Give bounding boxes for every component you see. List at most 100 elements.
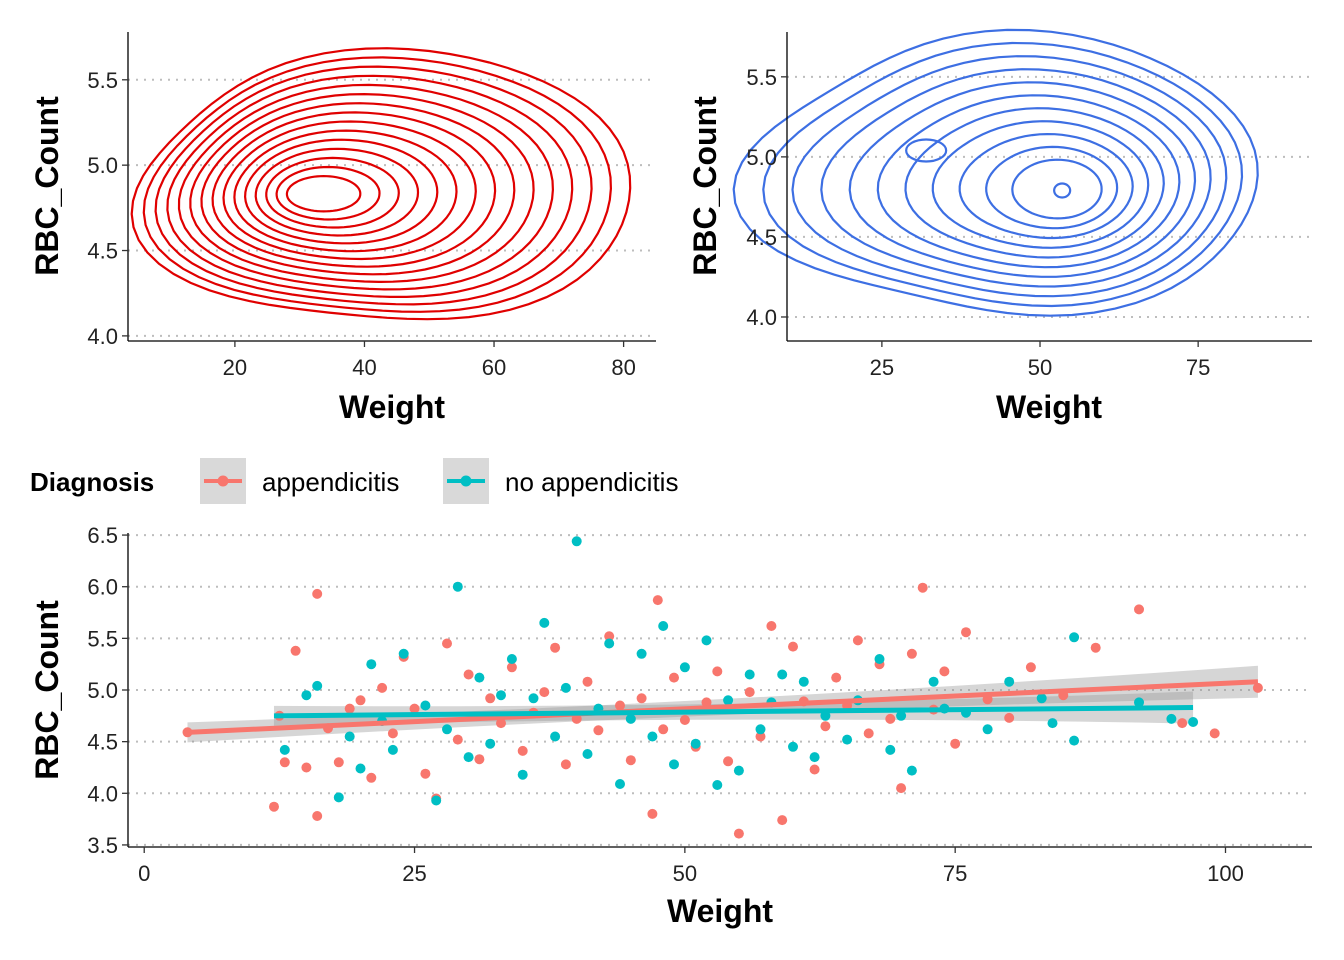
data-point — [820, 721, 831, 732]
data-point — [852, 635, 863, 646]
x-tick-label: 50 — [673, 861, 697, 886]
contour-line — [904, 107, 1165, 259]
data-point — [744, 669, 755, 680]
density-contours — [732, 28, 1259, 317]
data-point — [928, 676, 939, 687]
data-point — [917, 582, 928, 593]
data-point — [269, 801, 279, 812]
x-axis-title: Weight — [667, 893, 773, 929]
contour-line — [732, 28, 1259, 317]
data-point — [625, 713, 636, 724]
x-tick-label: 80 — [611, 355, 635, 380]
data-point — [766, 621, 777, 631]
y-tick-label: 4.5 — [87, 239, 118, 264]
legend-key-point — [217, 475, 229, 487]
contour-line — [762, 41, 1244, 308]
data-point — [582, 676, 593, 687]
data-point — [636, 693, 647, 704]
x-tick-label: 75 — [943, 861, 967, 886]
data-point — [1188, 717, 1199, 727]
x-tick-label: 20 — [223, 355, 247, 380]
data-point — [723, 756, 734, 767]
data-point — [1134, 697, 1144, 708]
contour-line — [211, 111, 497, 268]
y-axis-title: RBC_Count — [687, 96, 723, 276]
grid-lines — [128, 534, 1312, 846]
contour-line — [1053, 182, 1072, 199]
data-point — [950, 738, 961, 749]
data-point — [420, 768, 431, 779]
data-point — [409, 703, 420, 714]
data-point — [301, 762, 312, 773]
data-point — [1047, 718, 1058, 729]
data-point — [896, 710, 907, 721]
data-point — [1252, 682, 1263, 693]
data-point — [279, 744, 290, 755]
legend-label: no appendicitis — [505, 467, 678, 497]
legend-label: appendicitis — [262, 467, 399, 497]
y-tick-label: 5.5 — [87, 626, 118, 651]
data-point — [777, 669, 788, 680]
data-point — [528, 693, 539, 704]
data-point — [625, 755, 636, 766]
data-point — [550, 731, 561, 742]
data-point — [452, 581, 463, 592]
data-point — [496, 690, 506, 701]
legend: Diagnosis appendicitis no appendicitis — [30, 458, 678, 504]
contour-line — [243, 138, 439, 245]
data-point — [506, 662, 517, 673]
contour-line — [905, 138, 948, 163]
data-point — [1036, 693, 1047, 704]
x-tick-label: 25 — [402, 861, 426, 886]
contour-line — [222, 120, 477, 261]
data-point — [842, 734, 853, 745]
contour-line — [254, 147, 420, 237]
data-point — [777, 815, 788, 826]
data-point — [1134, 604, 1144, 615]
y-tick-label: 3.5 — [87, 833, 118, 858]
y-tick-label: 4.0 — [746, 305, 777, 330]
data-point — [312, 680, 323, 691]
data-point — [733, 828, 744, 839]
y-tick-label: 6.5 — [87, 523, 118, 548]
data-point — [312, 588, 323, 599]
data-point — [1090, 642, 1101, 653]
data-point — [755, 731, 766, 742]
data-point — [344, 731, 355, 742]
data-point — [636, 648, 647, 659]
data-point — [647, 808, 658, 819]
y-axis-title: RBC_Count — [29, 96, 65, 276]
contour-line — [791, 55, 1228, 298]
data-point — [539, 617, 550, 628]
legend-key-point — [460, 475, 472, 487]
data-point — [615, 779, 625, 789]
x-tick-label: 75 — [1186, 355, 1210, 380]
data-point — [1025, 662, 1036, 673]
data-point — [809, 764, 820, 775]
data-point — [604, 638, 615, 649]
data-point — [652, 595, 663, 606]
data-point — [733, 765, 744, 776]
x-tick-label: 0 — [138, 861, 150, 886]
data-point — [669, 672, 679, 683]
data-point — [679, 662, 690, 673]
contour-plot-left: 4.0 4.5 5.0 5.5 20 40 60 80 Weight RBC_Count — [29, 32, 656, 425]
data-point — [333, 792, 344, 803]
contour-line — [233, 129, 458, 253]
data-point — [1069, 735, 1080, 746]
data-point — [885, 713, 896, 724]
axis-ticks: 3.5 4.0 4.5 5.0 5.5 6.0 6.5 0 25 50 75 100 — [87, 523, 1243, 886]
data-point — [355, 695, 366, 706]
data-point — [1004, 712, 1015, 723]
data-point — [885, 744, 896, 755]
legend-item-no-appendicitis: no appendicitis — [443, 458, 678, 504]
data-point — [560, 759, 571, 770]
data-point — [593, 725, 604, 736]
data-point — [744, 687, 755, 698]
contour-line — [189, 92, 535, 284]
data-point — [723, 695, 734, 706]
data-point — [452, 734, 463, 745]
y-tick-label: 4.0 — [87, 324, 118, 349]
data-point — [809, 752, 820, 763]
data-point — [1177, 718, 1188, 729]
